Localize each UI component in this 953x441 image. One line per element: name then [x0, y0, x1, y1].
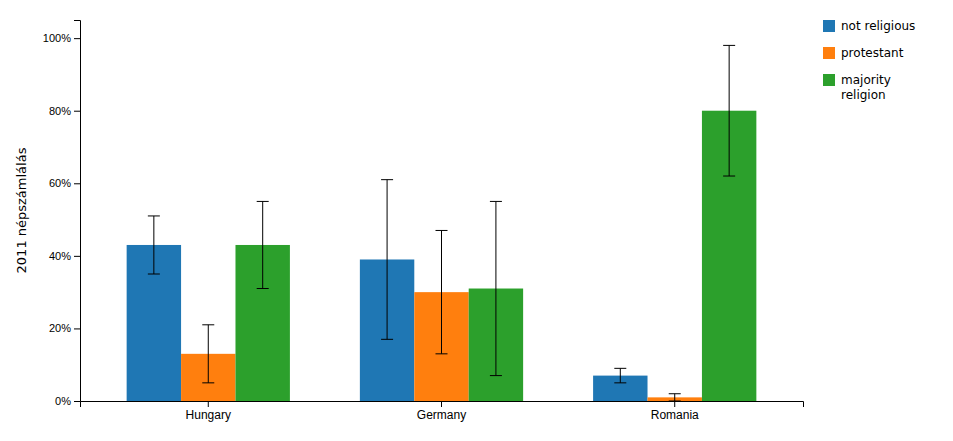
y-axis: 0% 20% 40% 60% 80% 100% — [43, 21, 81, 408]
tick: Hungary — [186, 401, 231, 422]
tick-mark — [74, 183, 80, 184]
error-bar — [490, 201, 502, 375]
tick-label: 40% — [49, 250, 71, 262]
tick: Germany — [417, 401, 466, 422]
legend-swatch — [823, 20, 835, 32]
error-bar — [202, 325, 214, 383]
tick: 80% — [49, 105, 80, 117]
tick-label: 60% — [49, 177, 71, 189]
tick: Romania — [651, 401, 699, 422]
tick-mark — [74, 38, 80, 39]
tick-label: Romania — [651, 408, 699, 422]
error-bar — [381, 180, 393, 340]
tick-mark — [74, 328, 80, 329]
tick-mark — [441, 401, 442, 407]
tick-label: Germany — [417, 408, 466, 422]
legend-item: not religious — [823, 19, 915, 33]
marks — [127, 45, 757, 401]
tick-label: 0% — [55, 395, 71, 407]
legend-item: majorityreligion — [823, 73, 891, 102]
tick-label: Hungary — [186, 408, 231, 422]
axis-line — [81, 402, 804, 408]
tick-mark — [74, 256, 80, 257]
error-bar — [723, 45, 735, 176]
tick: 60% — [49, 177, 80, 189]
legend-item: protestant — [823, 46, 904, 60]
axis-line — [74, 21, 81, 402]
legend-swatch — [823, 47, 835, 59]
plot: Hungary Germany Romania 0% 20% 40% 60% 80% 100% — [43, 21, 804, 422]
tick-mark — [74, 111, 80, 112]
error-bar — [257, 201, 269, 288]
error-bar — [436, 230, 448, 353]
tick: 20% — [49, 322, 80, 334]
error-bar — [614, 368, 626, 383]
chart: Hungary Germany Romania 0% 20% 40% 60% 80% 100% 2… — [0, 0, 953, 441]
x-axis: Hungary Germany Romania — [81, 401, 804, 422]
tick-label: 20% — [49, 322, 71, 334]
tick-label: 80% — [49, 105, 71, 117]
tick-mark — [208, 401, 209, 407]
tick-mark — [674, 401, 675, 407]
tick-label: 100% — [43, 32, 71, 44]
legend-label: protestant — [841, 46, 904, 60]
tick: 100% — [43, 32, 80, 44]
y-axis-label: 2011 népszámlálás — [14, 147, 29, 273]
legend: not religious protestant majorityreligion — [823, 19, 915, 102]
error-bar — [148, 216, 160, 274]
tick-mark — [74, 401, 80, 402]
tick: 40% — [49, 250, 80, 262]
error-bar — [669, 394, 681, 401]
legend-label: not religious — [841, 19, 915, 33]
legend-swatch — [823, 74, 835, 86]
tick: 0% — [55, 395, 80, 407]
legend-label: majorityreligion — [841, 73, 891, 102]
